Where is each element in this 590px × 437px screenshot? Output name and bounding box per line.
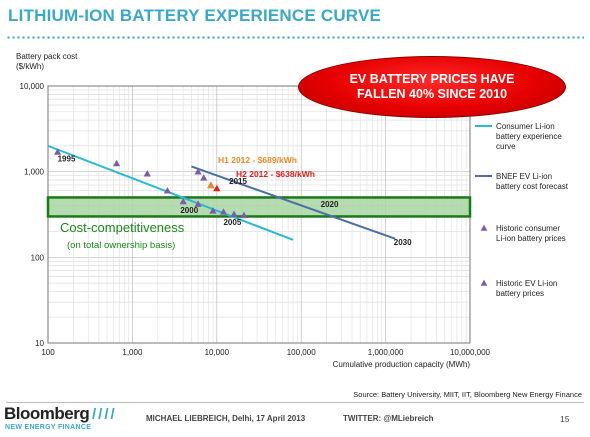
slide-title: LITHIUM-ION BATTERY EXPERIENCE CURVE xyxy=(8,6,382,25)
data-markers: H1 2012 - $689/kWh H2 2012 - $638/kWh xyxy=(54,148,315,219)
x-tick-label: 100 xyxy=(41,348,55,357)
twitter-handle: TWITTER: @MLiebreich xyxy=(343,414,434,423)
legend-label: Historic EV Li-ion xyxy=(496,279,557,288)
x-tick-label: 1,000,000 xyxy=(368,348,404,357)
slash-decoration: //// xyxy=(92,406,117,423)
price-marker xyxy=(230,210,238,217)
y-tick-label: 1,000 xyxy=(24,168,45,177)
price-marker xyxy=(194,168,202,175)
h1-2012-marker xyxy=(207,181,215,189)
author-line: MICHAEL LIEBREICH, Delhi, 17 April 2013 xyxy=(146,414,306,423)
band-sublabel: (on total ownership basis) xyxy=(67,240,175,251)
legend-label: Li-ion battery prices xyxy=(496,234,566,243)
dotted-divider xyxy=(6,35,584,40)
price-marker xyxy=(113,159,121,167)
price-marker xyxy=(179,197,187,205)
legend-swatch xyxy=(480,279,488,286)
legend-label: curve xyxy=(496,142,516,151)
price-marker xyxy=(143,169,151,177)
footer-divider xyxy=(6,402,584,403)
year-annotations: 1995 2000 2005 2015 2020 2030 xyxy=(58,154,413,246)
legend-label: Historic consumer xyxy=(496,224,560,233)
h2-2012-label: H2 2012 - $638/kWh xyxy=(236,169,315,179)
bloomberg-logo: Bloomberg xyxy=(4,404,90,423)
x-tick-label: 1,000 xyxy=(122,348,143,357)
price-marker xyxy=(209,207,217,214)
price-marker xyxy=(194,200,202,207)
year-label: 2015 xyxy=(229,177,247,186)
h2-2012-marker xyxy=(213,184,221,192)
y-axis-label: Battery pack cost ($/kWh) xyxy=(16,52,77,72)
year-label: 2000 xyxy=(180,206,198,215)
price-marker xyxy=(200,174,208,181)
h1-2012-label: H1 2012 - $689/kWh xyxy=(218,155,297,165)
legend-label: Consumer Li-ion xyxy=(496,122,555,131)
x-tick-label: 10,000 xyxy=(205,348,230,357)
year-label: 2005 xyxy=(223,218,241,227)
y-axis-label-line-1: Battery pack cost xyxy=(16,52,78,61)
price-marker xyxy=(219,208,228,215)
price-fall-banner: EV BATTERY PRICES HAVE FALLEN 40% SINCE … xyxy=(298,56,566,118)
band-rect xyxy=(46,196,472,218)
page-number: 15 xyxy=(560,414,570,424)
x-axis-label: Cumulative production capacity (MWh) xyxy=(333,360,471,369)
year-label: 2020 xyxy=(321,200,339,209)
y-tick-label: 10,000 xyxy=(20,82,45,91)
band-label: Cost-competitiveness xyxy=(60,220,185,235)
price-marker xyxy=(163,187,172,194)
price-marker xyxy=(240,211,248,219)
x-tick-label: 10,000,000 xyxy=(450,348,491,357)
year-label: 2030 xyxy=(394,238,412,247)
series-line xyxy=(191,165,396,240)
banner-text: EV BATTERY PRICES HAVE FALLEN 40% SINCE … xyxy=(349,72,515,101)
legend-label: battery prices xyxy=(496,289,544,298)
y-tick-label: 100 xyxy=(31,253,45,262)
y-tick-label: 10 xyxy=(35,339,44,348)
year-label: 1995 xyxy=(58,154,76,163)
cost-competitiveness-band: Cost-competitiveness (on total ownership … xyxy=(46,196,472,251)
legend-label: battery experience xyxy=(496,132,562,141)
x-tick-label: 100,000 xyxy=(287,348,316,357)
legend-label: battery cost forecast xyxy=(496,182,569,191)
source-note: Source: Battery University, MIIT, IIT, B… xyxy=(353,390,582,399)
logo-subtitle: NEW ENERGY FINANCE xyxy=(5,424,92,431)
y-axis-label-line-2: ($/kWh) xyxy=(16,62,44,71)
legend-label: BNEF EV Li-ion xyxy=(496,172,552,181)
legend-swatch xyxy=(480,224,488,231)
price-marker xyxy=(54,148,62,155)
